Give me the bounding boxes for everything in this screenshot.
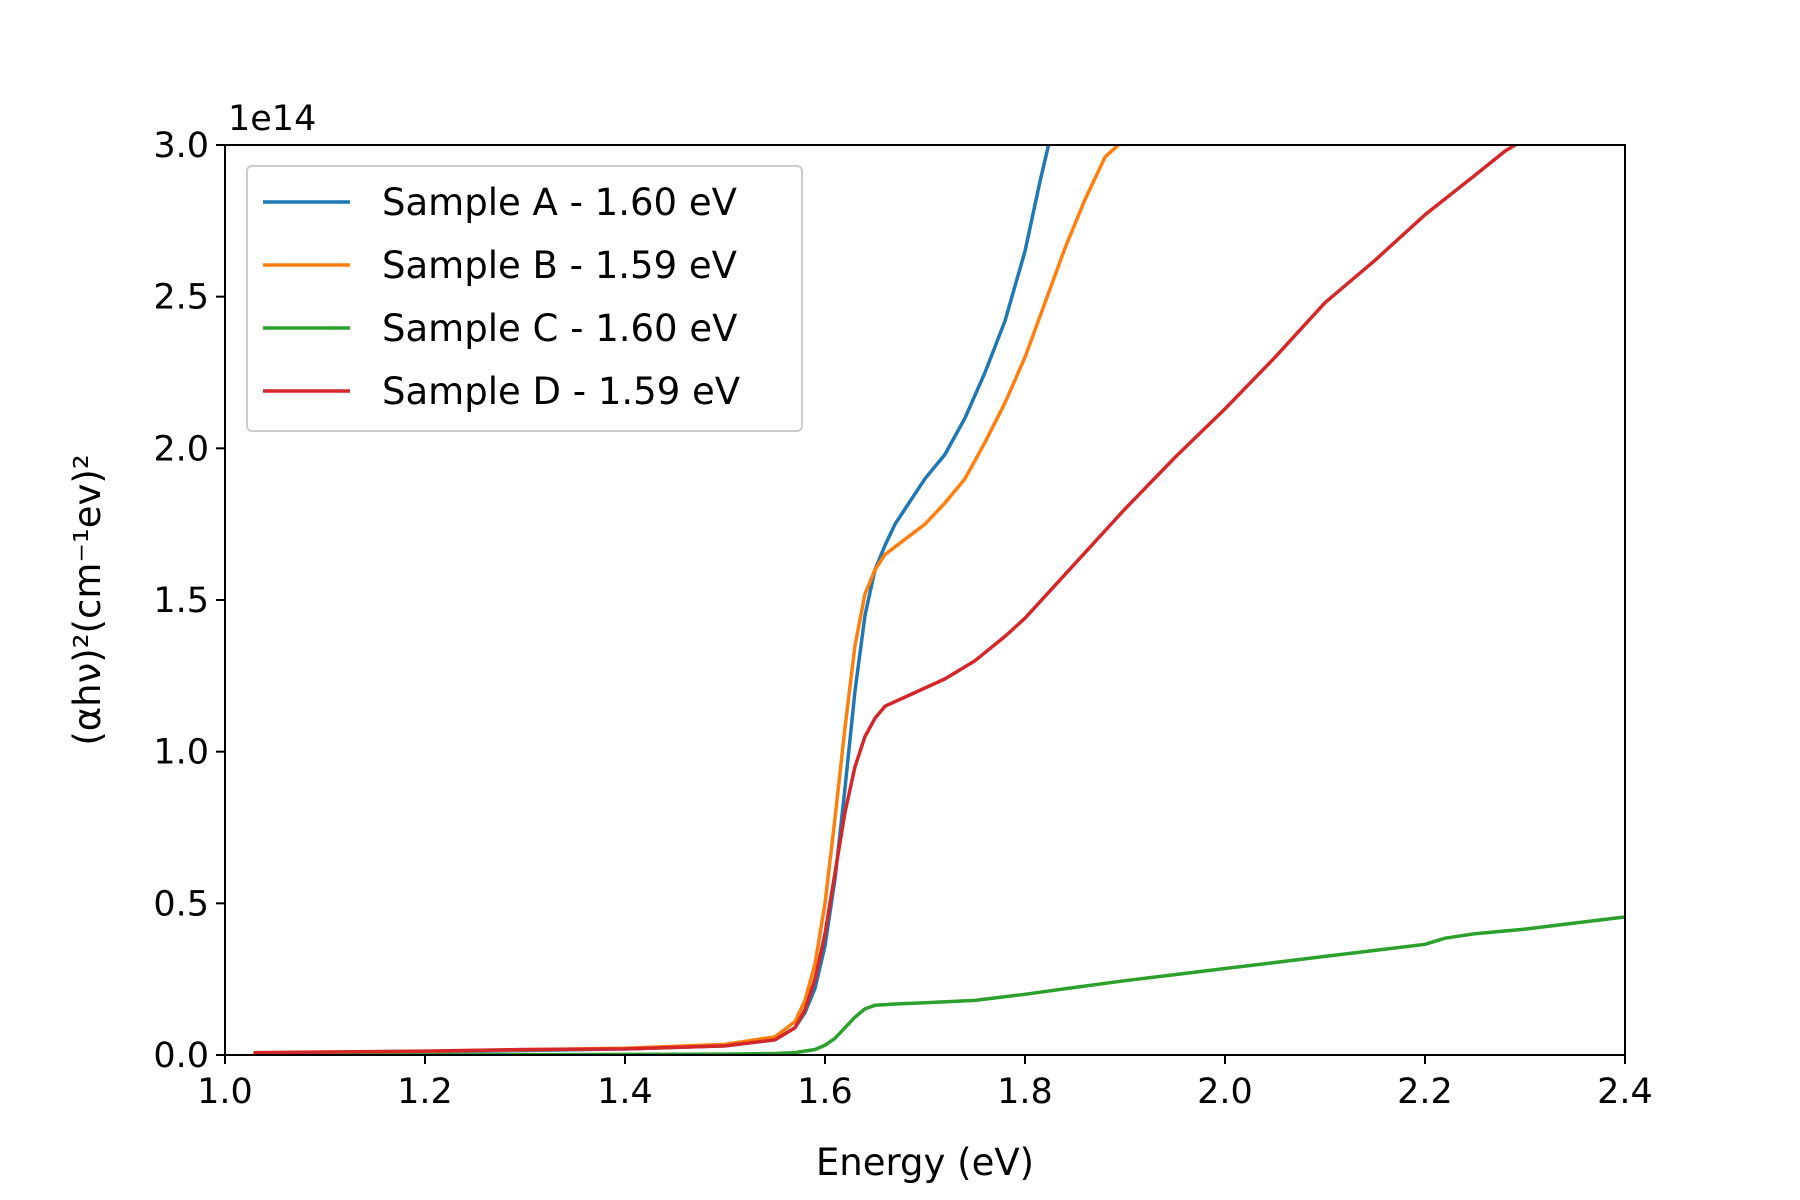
x-axis-label: Energy (eV) xyxy=(816,1141,1034,1184)
y-tick-label: 0.0 xyxy=(153,1036,209,1076)
y-axis-label: (αhν)²(cm⁻¹ev)² xyxy=(66,454,109,745)
legend-label-2: Sample C - 1.60 eV xyxy=(382,307,737,350)
y-tick-label: 2.0 xyxy=(153,429,209,469)
series-line-3 xyxy=(253,145,1519,1055)
y-tick-label: 1.5 xyxy=(153,581,209,621)
legend-frame xyxy=(246,165,803,432)
legend-label-1: Sample B - 1.59 eV xyxy=(382,244,737,287)
y-axis: 0.0 0.5 1.0 1.5 2.0 2.5 3.0 xyxy=(153,126,225,1076)
series-line-2 xyxy=(253,915,1625,1055)
legend-label-0: Sample A - 1.60 eV xyxy=(382,181,737,224)
y-tick-label: 3.0 xyxy=(153,126,209,166)
x-tick-label: 1.2 xyxy=(397,1072,453,1112)
x-axis: 1.0 1.2 1.4 1.6 1.8 2.0 2.2 2.4 xyxy=(197,1055,1653,1112)
legend-label-3: Sample D - 1.59 eV xyxy=(382,370,740,413)
y-tick-label: 2.5 xyxy=(153,278,209,318)
x-tick-label: 2.4 xyxy=(1597,1072,1653,1112)
x-tick-label: 1.8 xyxy=(997,1072,1053,1112)
series-lines xyxy=(253,145,1625,1055)
y-tick-label: 1.0 xyxy=(153,733,209,773)
legend: Sample A - 1.60 eV Sample B - 1.59 eV Samp… xyxy=(246,165,803,432)
y-offset-label: 1e14 xyxy=(228,99,316,139)
y-tick-label: 0.5 xyxy=(153,884,209,924)
x-tick-label: 1.6 xyxy=(797,1072,853,1112)
x-tick-label: 1.4 xyxy=(597,1072,653,1112)
x-tick-label: 2.2 xyxy=(1397,1072,1453,1112)
x-tick-label: 2.0 xyxy=(1197,1072,1253,1112)
x-tick-label: 1.0 xyxy=(197,1072,253,1112)
